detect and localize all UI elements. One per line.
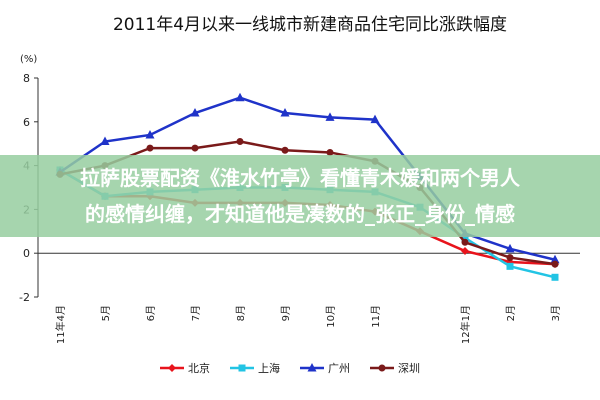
marker bbox=[461, 234, 469, 242]
marker bbox=[506, 262, 514, 270]
marker bbox=[461, 238, 469, 246]
legend-marker bbox=[307, 363, 317, 372]
marker bbox=[551, 273, 559, 281]
marker bbox=[551, 260, 559, 268]
marker bbox=[145, 129, 155, 139]
x-tick-label: 2月 bbox=[505, 305, 517, 321]
series-line bbox=[59, 140, 556, 266]
legend-marker bbox=[378, 364, 386, 372]
legend-marker bbox=[238, 364, 246, 372]
marker bbox=[506, 254, 514, 262]
banner-line: 拉萨股票配资《淮水竹亭》看懂青木媛和两个男人 bbox=[80, 166, 520, 190]
x-tick-label: 5月 bbox=[100, 305, 112, 321]
legend-label: 深圳 bbox=[398, 362, 420, 375]
marker bbox=[550, 254, 560, 264]
marker bbox=[100, 136, 110, 146]
marker bbox=[190, 108, 200, 117]
x-tick-label: 7月 bbox=[190, 305, 202, 321]
marker bbox=[326, 148, 334, 156]
marker bbox=[281, 146, 289, 154]
marker bbox=[235, 92, 245, 102]
marker bbox=[461, 247, 469, 256]
legend-label: 北京 bbox=[188, 361, 210, 375]
chart-title: 2011年4月以来一线城市新建商品住宅同比涨跌幅度 bbox=[113, 15, 507, 35]
marker bbox=[370, 114, 380, 124]
x-tick-label: 12年1月 bbox=[459, 305, 472, 344]
x-tick-label: 10月 bbox=[325, 305, 337, 328]
x-tick-label: 8月 bbox=[235, 305, 247, 321]
banner: 拉萨股票配资《淮水竹亭》看懂青木媛和两个男人 的感情纠缠，才知道他是凑数的_张正… bbox=[0, 155, 600, 237]
y-tick-label: 8 bbox=[23, 72, 30, 85]
x-tick-label: 11年4月 bbox=[54, 305, 67, 344]
banner-line: 的感情纠缠，才知道他是凑数的_张正_身份_情感 bbox=[85, 202, 515, 226]
x-tick-label: 6月 bbox=[145, 305, 157, 321]
y-tick-label: -2 bbox=[19, 291, 30, 304]
x-tick-label: 9月 bbox=[280, 305, 292, 321]
y-unit: (%) bbox=[20, 54, 37, 65]
legend-marker bbox=[168, 364, 176, 372]
marker bbox=[325, 112, 335, 121]
legend-label: 广州 bbox=[328, 362, 350, 375]
marker bbox=[280, 108, 290, 117]
y-tick-label: 6 bbox=[23, 116, 30, 129]
legend-label: 上海 bbox=[258, 361, 280, 375]
x-tick-label: 11月 bbox=[370, 305, 382, 328]
marker bbox=[146, 144, 154, 152]
x-tick-label: 3月 bbox=[550, 305, 562, 321]
marker bbox=[236, 138, 244, 146]
marker bbox=[191, 144, 199, 152]
y-tick-label: 0 bbox=[23, 247, 30, 260]
marker bbox=[505, 243, 515, 253]
